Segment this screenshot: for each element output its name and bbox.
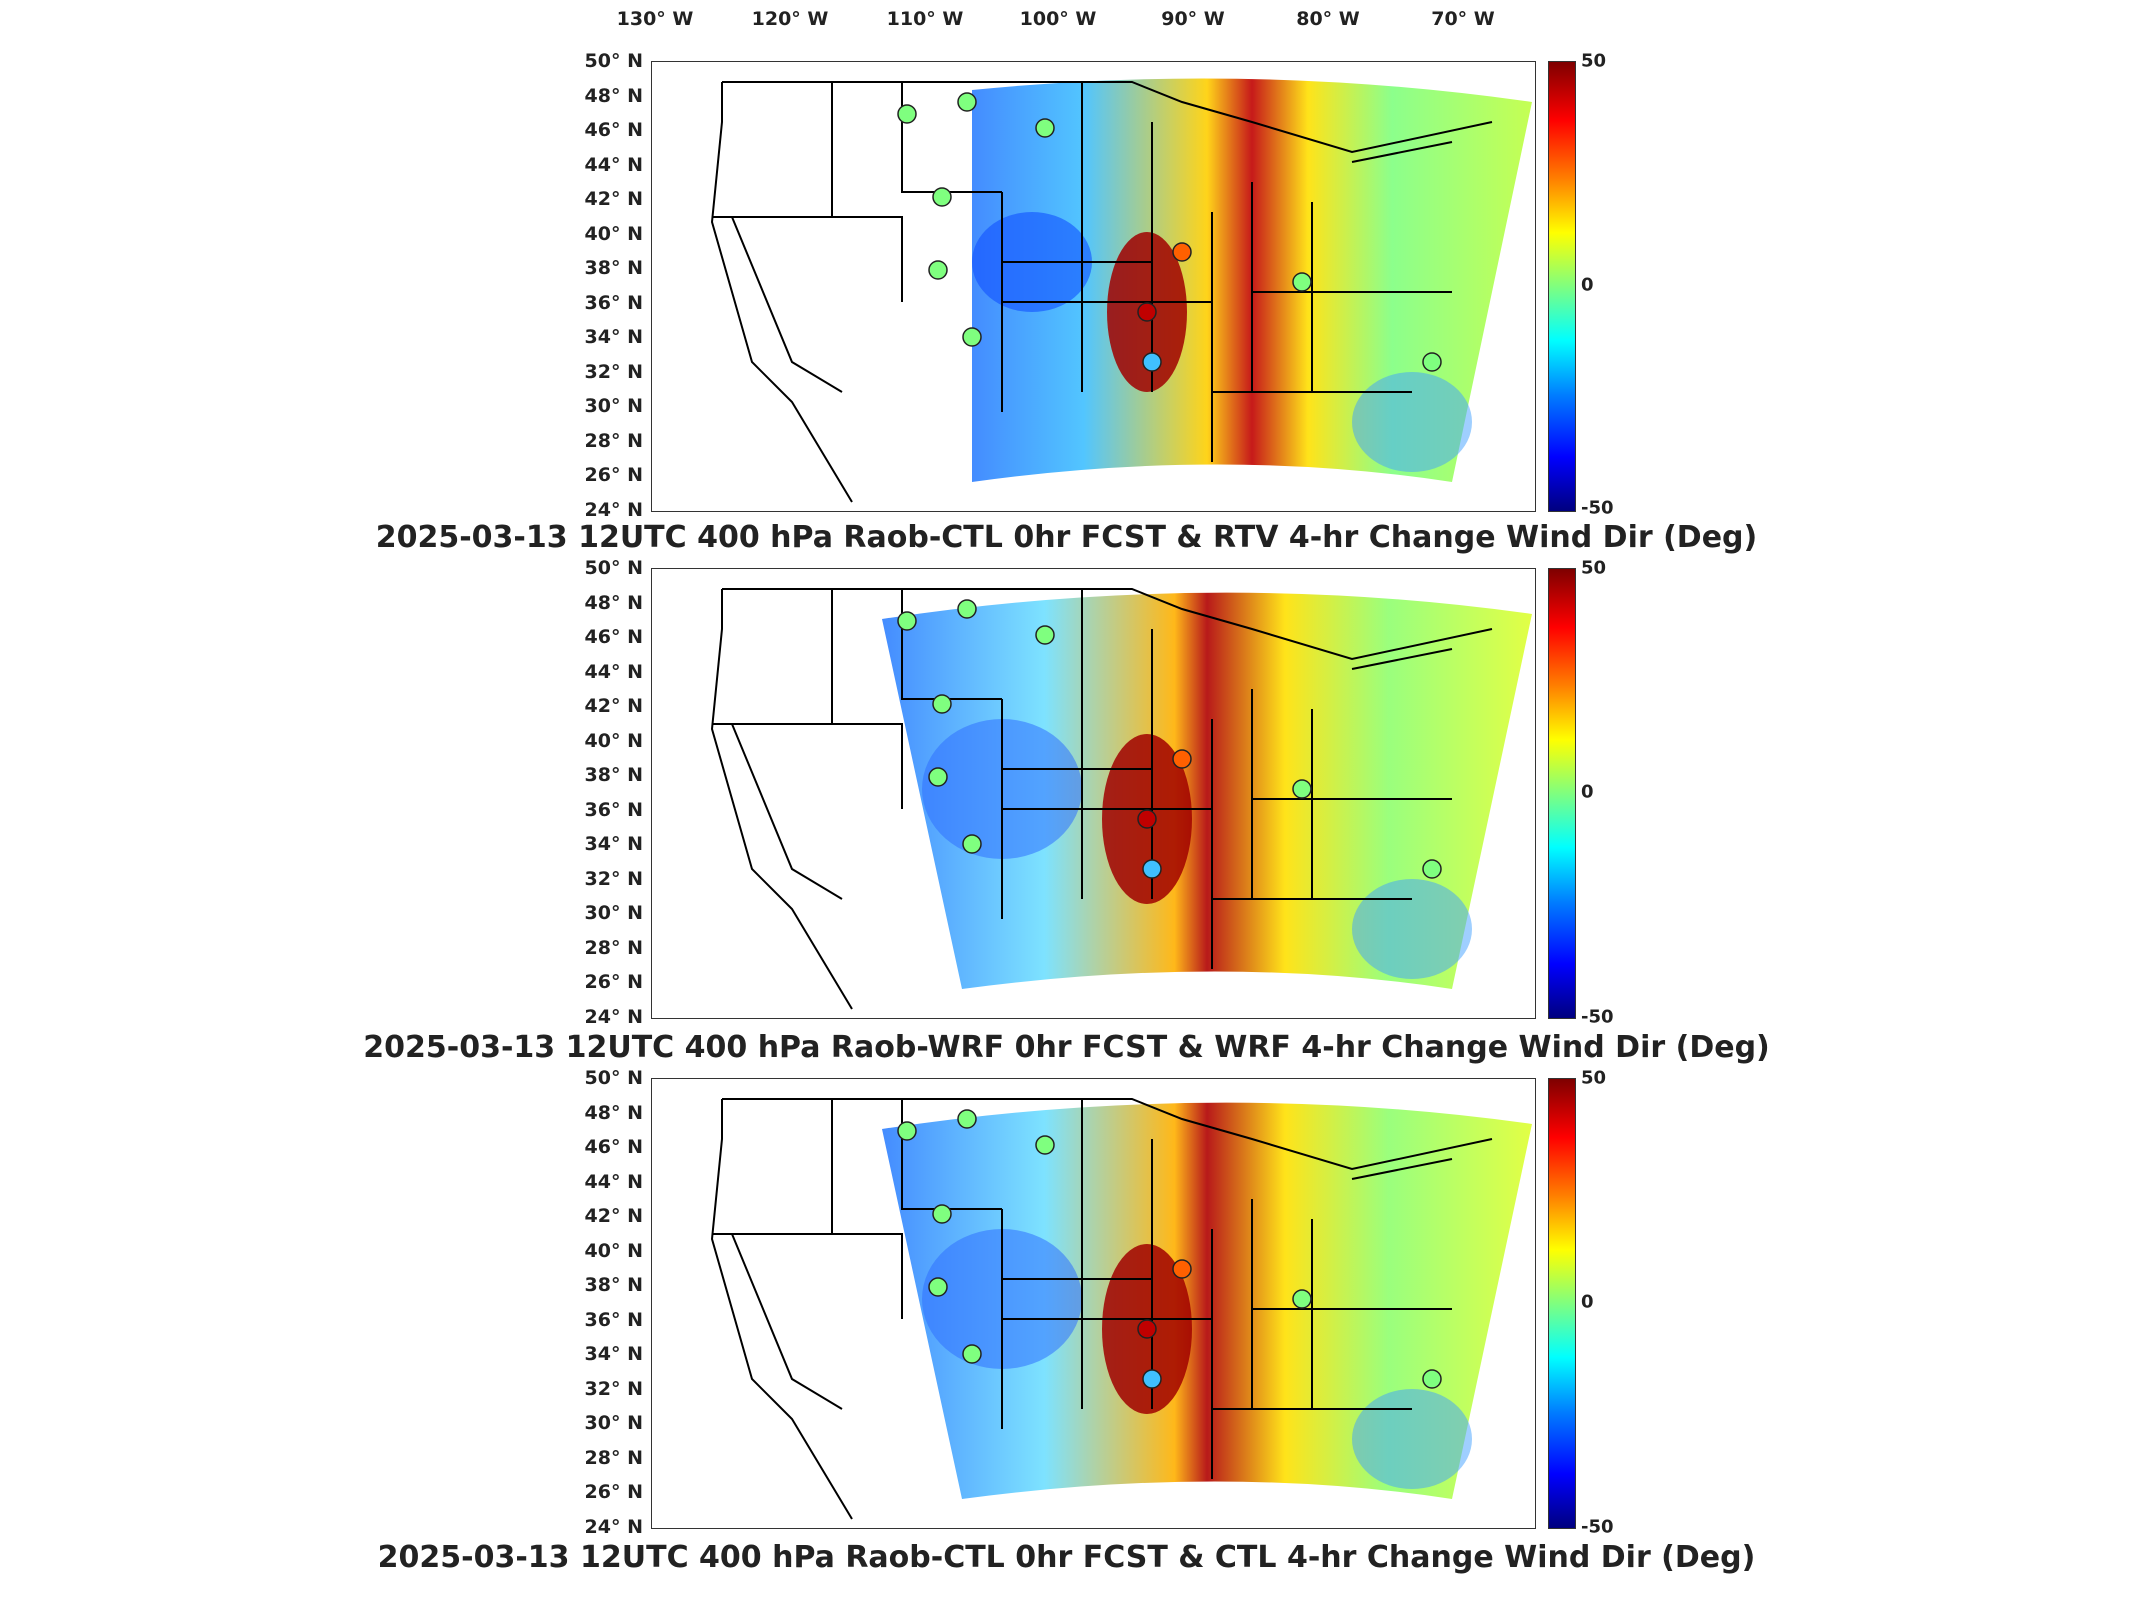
lat-label: 50° N — [584, 50, 643, 72]
wind-direction-map — [710, 588, 1532, 1010]
colorbar-mid: 0 — [1581, 274, 1594, 296]
lat-label: 48° N — [584, 1101, 643, 1124]
longitude-axis: 130° W 120° W 110° W 100° W 90° W 80° W … — [0, 0, 2133, 50]
blue-anomaly — [1352, 1389, 1472, 1489]
lat-label: 28° N — [584, 1446, 643, 1469]
lon-label: 70° W — [1431, 8, 1495, 30]
lat-label: 24° N — [584, 499, 643, 521]
forecast-domain — [882, 1102, 1532, 1499]
colorbar — [1548, 568, 1576, 1019]
colorbar — [1548, 61, 1576, 512]
colorbar-mid: 0 — [1581, 1291, 1594, 1313]
lat-label: 32° N — [584, 360, 643, 383]
map-area — [651, 1078, 1536, 1529]
wind-direction-map — [710, 1098, 1532, 1520]
colorbar-min: -50 — [1581, 1516, 1614, 1538]
panel-title: 2025-03-13 12UTC 400 hPa Raob-CTL 0hr FC… — [377, 1540, 1756, 1575]
lat-label: 44° N — [584, 1170, 643, 1193]
lat-label: 44° N — [584, 153, 643, 176]
lon-label: 110° W — [886, 8, 964, 30]
lat-label: 48° N — [584, 591, 643, 614]
lat-label: 40° N — [584, 1239, 643, 1262]
lon-label: 100° W — [1019, 8, 1097, 30]
lon-label: 130° W — [616, 8, 694, 30]
blue-anomaly — [1352, 372, 1472, 472]
raob-stations — [897, 1109, 1442, 1389]
panel-title: 2025-03-13 12UTC 400 hPa Raob-WRF 0hr FC… — [363, 1030, 1770, 1065]
raob-stations — [897, 599, 1442, 879]
lat-label: 38° N — [584, 1274, 643, 1297]
lat-label: 24° N — [584, 1006, 643, 1028]
lat-label: 36° N — [584, 798, 643, 821]
lat-label: 32° N — [584, 867, 643, 890]
lat-label: 28° N — [584, 936, 643, 959]
lat-label: 38° N — [584, 257, 643, 280]
state-boundaries — [710, 81, 1493, 503]
lat-label: 50° N — [584, 557, 643, 579]
lat-label: 40° N — [584, 222, 643, 245]
colorbar-max: 50 — [1581, 50, 1607, 72]
wind-direction-map — [710, 78, 1532, 503]
colorbar-max: 50 — [1581, 557, 1607, 579]
lat-label: 46° N — [584, 1136, 643, 1159]
lat-label: 36° N — [584, 291, 643, 314]
forecast-domain — [882, 592, 1532, 989]
lat-label: 24° N — [584, 1516, 643, 1538]
lat-label: 26° N — [584, 971, 643, 994]
state-boundaries — [710, 1098, 1493, 1520]
lon-label: 90° W — [1161, 8, 1225, 30]
lat-label: 34° N — [584, 1343, 643, 1366]
lat-label: 40° N — [584, 729, 643, 752]
lat-label: 26° N — [584, 464, 643, 487]
lat-label: 42° N — [584, 1205, 643, 1228]
colorbar-min: -50 — [1581, 497, 1614, 519]
lat-label: 44° N — [584, 660, 643, 683]
lat-label: 46° N — [584, 119, 643, 142]
colorbar — [1548, 1078, 1576, 1529]
panel-title: 2025-03-13 12UTC 400 hPa Raob-CTL 0hr FC… — [375, 520, 1758, 555]
lat-label: 30° N — [584, 1412, 643, 1435]
lat-label: 48° N — [584, 84, 643, 107]
lat-label: 38° N — [584, 764, 643, 787]
lat-label: 42° N — [584, 695, 643, 718]
blue-anomaly — [1352, 879, 1472, 979]
colorbar-max: 50 — [1581, 1067, 1607, 1089]
lat-label: 50° N — [584, 1067, 643, 1089]
lat-label: 30° N — [584, 902, 643, 925]
colorbar-min: -50 — [1581, 1006, 1614, 1028]
lon-label: 80° W — [1296, 8, 1360, 30]
map-area — [651, 61, 1536, 512]
lat-label: 32° N — [584, 1377, 643, 1400]
map-area — [651, 568, 1536, 1019]
lat-label: 30° N — [584, 395, 643, 418]
lat-label: 34° N — [584, 833, 643, 856]
raob-stations — [897, 92, 1442, 372]
lat-label: 34° N — [584, 326, 643, 349]
lat-label: 28° N — [584, 429, 643, 452]
colorbar-mid: 0 — [1581, 781, 1594, 803]
state-boundaries — [710, 588, 1493, 1010]
lat-label: 42° N — [584, 188, 643, 211]
lat-label: 36° N — [584, 1308, 643, 1331]
lon-label: 120° W — [751, 8, 829, 30]
lat-label: 46° N — [584, 626, 643, 649]
lat-label: 26° N — [584, 1481, 643, 1504]
